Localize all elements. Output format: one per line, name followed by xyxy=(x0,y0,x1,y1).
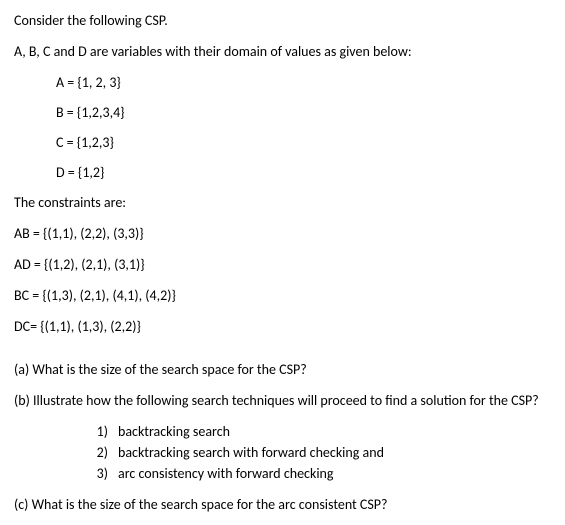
list-number: 1) xyxy=(92,421,118,442)
list-item: 1) backtracking search xyxy=(14,421,551,442)
list-text: backtracking search xyxy=(118,421,230,442)
list-item: 3) arc consistency with forward checking xyxy=(14,463,551,484)
question-b: (b) Illustrate how the following search … xyxy=(14,390,551,411)
constraints-heading: The constraints are: xyxy=(14,192,551,213)
constraint-bc: BC = {(1,3), (2,1), (4,1), (4,2)} xyxy=(14,285,551,306)
variables-sentence: A, B, C and D are variables with their d… xyxy=(14,41,551,62)
domain-d: D = {1,2} xyxy=(14,162,551,183)
domain-a: A = {1, 2, 3} xyxy=(14,72,551,93)
question-a: (a) What is the size of the search space… xyxy=(14,359,551,380)
domain-b: B = {1,2,3,4} xyxy=(14,102,551,123)
intro-text: Consider the following CSP. xyxy=(14,10,551,31)
list-number: 2) xyxy=(92,442,118,463)
domain-c: C = {1,2,3} xyxy=(14,132,551,153)
question-c: (c) What is the size of the search space… xyxy=(14,494,551,515)
constraint-ab: AB = {(1,1), (2,2), (3,3)} xyxy=(14,223,551,244)
constraint-ad: AD = {(1,2), (2,1), (3,1)} xyxy=(14,254,551,275)
list-text: backtracking search with forward checkin… xyxy=(118,442,384,463)
list-number: 3) xyxy=(92,463,118,484)
list-item: 2) backtracking search with forward chec… xyxy=(14,442,551,463)
list-text: arc consistency with forward checking xyxy=(118,463,334,484)
constraint-dc: DC= {(1,1), (1,3), (2,2)} xyxy=(14,316,551,337)
